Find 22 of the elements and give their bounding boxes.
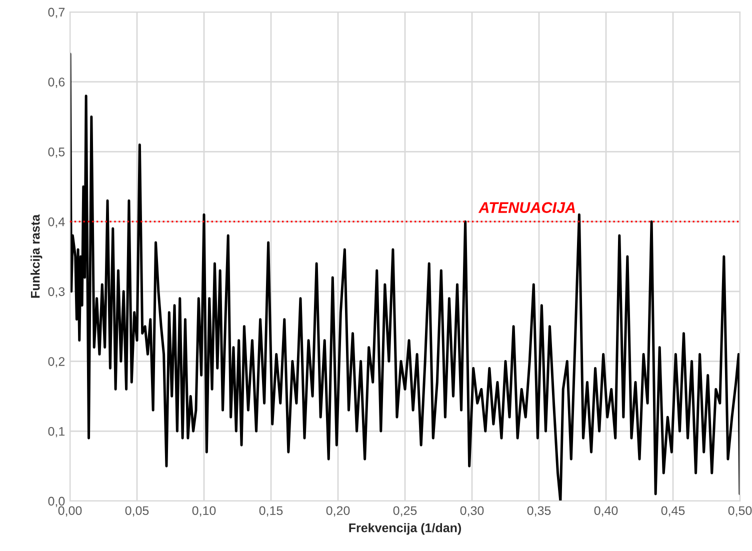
y-tick-label: 0,2 <box>48 357 65 368</box>
x-tick-label: 0,50 <box>728 506 752 517</box>
x-tick-label: 0,20 <box>326 506 350 517</box>
x-tick-label: 0,00 <box>58 506 82 517</box>
y-tick-label: 0,7 <box>48 8 65 18</box>
x-axis-title: Frekvencija (1/dan) <box>349 523 462 535</box>
x-tick-label: 0,35 <box>527 506 551 517</box>
x-tick-label: 0,45 <box>661 506 685 517</box>
y-axis-title: Funkcija rasta <box>30 214 42 298</box>
y-tick-label: 0,0 <box>48 496 65 508</box>
ref-line-label: ATENUACIJA <box>478 202 575 213</box>
y-tick-label: 0,5 <box>48 148 65 158</box>
y-tick-label: 0,6 <box>48 78 65 88</box>
x-tick-label: 0,25 <box>393 506 417 517</box>
y-tick-label: 0,1 <box>48 426 65 438</box>
x-tick-label: 0,10 <box>192 506 216 517</box>
x-tick-label: 0,15 <box>259 506 283 517</box>
y-tick-label: 0,4 <box>48 217 65 228</box>
x-tick-label: 0,30 <box>460 506 484 517</box>
x-tick-label: 0,40 <box>594 506 618 517</box>
y-tick-label: 0,3 <box>48 287 65 298</box>
x-tick-label: 0,05 <box>125 506 149 517</box>
